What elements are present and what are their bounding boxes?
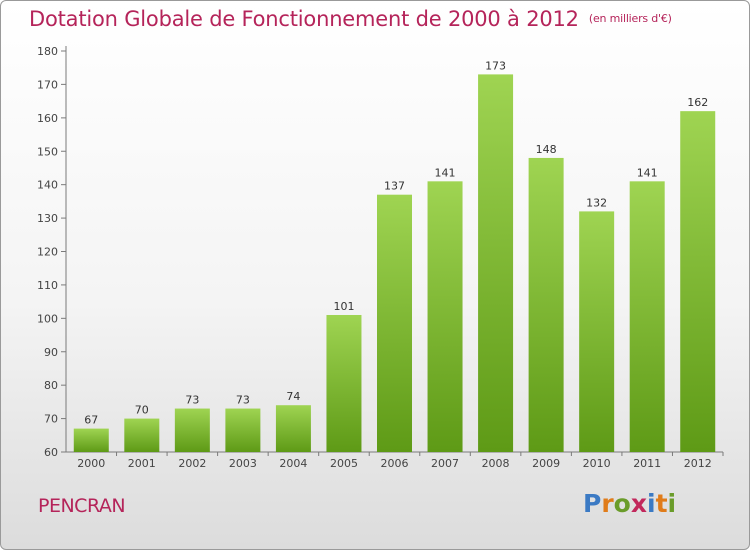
y-tick-label: 170: [37, 78, 58, 91]
bar: [579, 211, 615, 452]
x-tick-label: 2002: [178, 457, 206, 470]
bar: [275, 405, 311, 452]
logo-letter: P: [583, 489, 602, 518]
logo-letter: o: [613, 489, 631, 518]
bar-value-label: 162: [687, 96, 708, 109]
x-tick-label: 2007: [431, 457, 459, 470]
x-tick-label: 2011: [633, 457, 661, 470]
bar: [478, 74, 514, 453]
bar-value-label: 73: [185, 394, 199, 407]
bar: [225, 408, 261, 452]
x-tick-label: 2009: [532, 457, 560, 470]
y-tick-label: 60: [44, 446, 58, 459]
x-tick-label: 2004: [279, 457, 307, 470]
chart-title: Dotation Globale de Fonctionnement de 20…: [29, 7, 672, 31]
y-tick-label: 130: [37, 212, 58, 225]
logo-letter: x: [630, 489, 647, 518]
bar: [528, 157, 564, 452]
y-tick-label: 180: [37, 45, 58, 58]
x-tick-label: 2001: [128, 457, 156, 470]
bar: [174, 408, 210, 452]
logo-letter: i: [647, 489, 656, 518]
x-tick-label: 2000: [77, 457, 105, 470]
bar-value-label: 137: [384, 180, 405, 193]
logo-letter: r: [601, 489, 614, 518]
bar-value-label: 141: [435, 166, 456, 179]
logo-letter: i: [667, 489, 677, 518]
bar: [377, 194, 412, 453]
y-tick-label: 70: [44, 413, 58, 426]
y-tick-label: 100: [37, 312, 58, 325]
bar: [427, 181, 463, 452]
bar: [326, 314, 362, 452]
bar-value-label: 141: [637, 166, 658, 179]
y-tick-label: 160: [37, 112, 58, 125]
bar: [73, 428, 109, 452]
x-tick-label: 2012: [684, 457, 712, 470]
y-tick-label: 90: [44, 346, 58, 359]
commune-name: PENCRAN: [38, 495, 126, 517]
x-tick-label: 2008: [482, 457, 510, 470]
y-tick-label: 80: [44, 379, 58, 392]
bar-value-label: 67: [84, 414, 98, 427]
chart-title-text: Dotation Globale de Fonctionnement de 20…: [29, 7, 579, 31]
bar-value-label: 101: [333, 300, 354, 313]
bar-value-label: 70: [135, 404, 149, 417]
x-tick-label: 2003: [229, 457, 257, 470]
x-tick-label: 2010: [583, 457, 611, 470]
bar-value-label: 74: [286, 390, 300, 403]
y-tick-label: 110: [37, 279, 58, 292]
bar: [629, 181, 665, 452]
bar-value-label: 73: [236, 394, 250, 407]
x-tick-label: 2006: [381, 457, 409, 470]
logo-letter: t: [655, 489, 668, 518]
proxiti-logo: Proxiti: [583, 489, 676, 518]
bar-value-label: 132: [586, 196, 607, 209]
bar-value-label: 148: [536, 143, 557, 156]
x-tick-label: 2005: [330, 457, 358, 470]
y-tick-label: 120: [37, 246, 58, 259]
bar-value-label: 173: [485, 59, 506, 72]
y-tick-label: 150: [37, 145, 58, 158]
bar: [680, 111, 716, 453]
y-tick-label: 140: [37, 179, 58, 192]
bar: [124, 418, 160, 452]
chart-unit: (en milliers d'€): [588, 12, 672, 25]
